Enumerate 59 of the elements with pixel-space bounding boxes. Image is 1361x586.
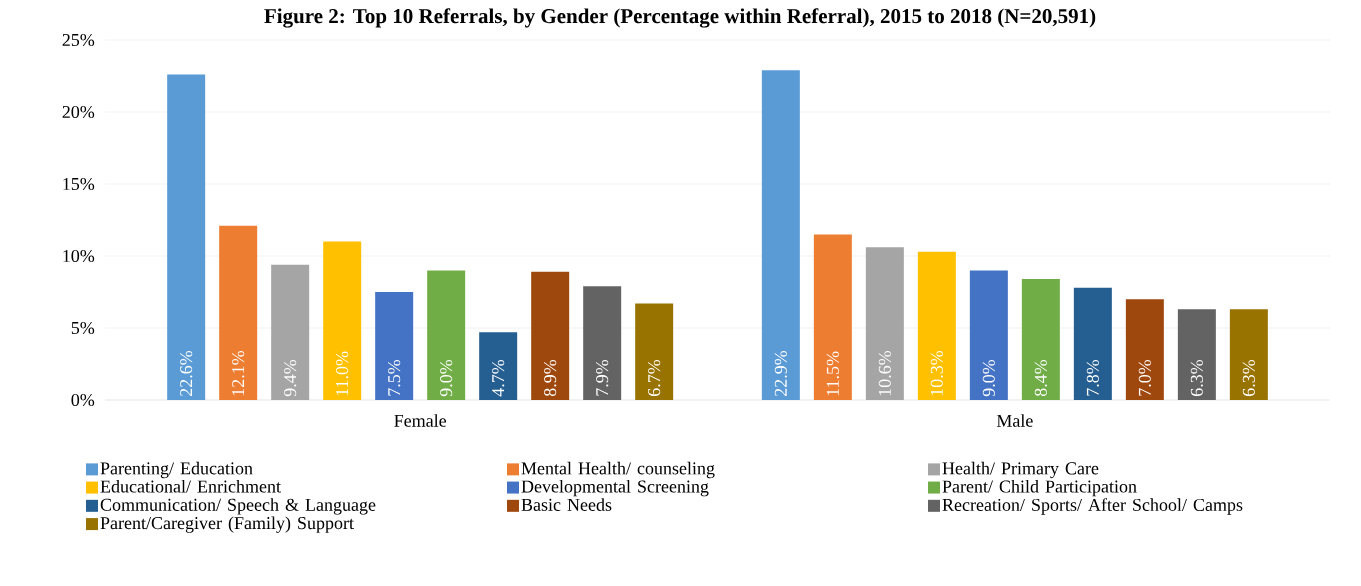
data-label: 7.5% <box>388 359 401 396</box>
bar <box>323 241 362 400</box>
data-label: 7.0% <box>1138 359 1151 396</box>
legend-label: Mental Health/ counseling <box>521 461 715 479</box>
data-label: 6.7% <box>648 359 661 397</box>
x-tick-label: Female <box>394 414 447 427</box>
legend-label: Communication/ Speech & Language <box>100 498 376 515</box>
bar <box>813 234 852 400</box>
legend-label: Recreation/ Sports/ After School/ Camps <box>942 498 1243 515</box>
legend-label: Parent/ Child Participation <box>942 479 1137 497</box>
data-label: 7.9% <box>596 359 609 396</box>
data-label: 9.0% <box>982 359 995 397</box>
y-tick-label: 15% <box>63 177 95 191</box>
bar <box>761 70 800 400</box>
legend-label: Parent/Caregiver (Family) Support <box>100 516 354 533</box>
bar <box>865 247 904 400</box>
data-label: 9.0% <box>440 359 453 397</box>
y-tick-label: 20% <box>62 105 95 119</box>
bar <box>479 332 518 400</box>
bar <box>583 286 622 400</box>
y-tick-label: 10% <box>63 249 95 263</box>
legend-label: Health/ Primary Care <box>942 461 1099 479</box>
legend-label: Basic Needs <box>521 498 612 511</box>
bar <box>1021 279 1060 400</box>
y-tick-label: 5% <box>71 321 95 335</box>
data-label: 8.4% <box>1034 359 1047 397</box>
bar <box>1073 287 1112 400</box>
y-tick-label: 0% <box>71 393 95 407</box>
bar <box>427 270 466 400</box>
data-label: 7.8% <box>1086 359 1099 396</box>
bar <box>635 303 674 400</box>
data-label: 11.0% <box>336 351 349 396</box>
bar <box>531 271 570 400</box>
y-tick-label: 25% <box>62 33 95 47</box>
legend-label: Developmental Screening <box>521 479 709 497</box>
data-label: 4.7% <box>492 359 505 397</box>
bar <box>1177 309 1216 400</box>
bar <box>219 225 258 400</box>
data-label: 11.5% <box>826 351 839 396</box>
data-label: 10.6% <box>878 350 891 396</box>
bar <box>969 270 1008 400</box>
data-label: 12.1% <box>232 350 245 396</box>
legend-label: Educational/ Enrichment <box>100 479 281 493</box>
bar <box>375 292 414 400</box>
data-label: 9.4% <box>284 359 297 397</box>
bar <box>1229 309 1268 400</box>
legend-label: Parenting/ Education <box>100 461 253 479</box>
x-tick-label: Male <box>996 414 1033 427</box>
bar <box>167 74 206 400</box>
data-label: 10.3% <box>930 350 943 396</box>
bar <box>917 251 956 400</box>
data-label: 6.3% <box>1242 359 1255 397</box>
data-label: 22.6% <box>180 350 193 396</box>
bar <box>271 264 310 400</box>
data-label: 8.9% <box>544 359 557 397</box>
data-label: 22.9% <box>774 350 787 396</box>
chart-title: Figure 2: Top 10 Referrals, by Gender (Percentage within Referral), 2015 to 2018 (N=20,591) <box>264 8 1096 28</box>
bar <box>1125 299 1164 400</box>
data-label: 6.3% <box>1190 359 1203 397</box>
